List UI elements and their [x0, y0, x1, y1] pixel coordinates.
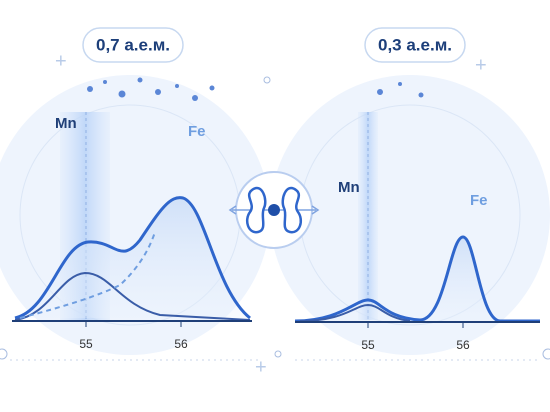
left-panel: 0,7 а.е.м. Mn Fe 55 56 [12, 27, 252, 351]
tick-label: 55 [361, 338, 375, 352]
svg-text:+: + [475, 54, 487, 76]
tick-label: 55 [79, 337, 93, 351]
peak-label: Mn [55, 115, 77, 132]
peak-label: Mn [338, 179, 360, 196]
mass-label: 0,3 а.е.м. [378, 35, 452, 54]
mass-label: 0,7 а.е.м. [96, 35, 170, 54]
right-panel: 0,3 а.е.м. Mn Fe 55 56 [294, 27, 540, 352]
tick-label: 56 [456, 338, 470, 352]
center-icon [228, 171, 320, 249]
svg-text:+: + [55, 50, 67, 72]
peak-label: Fe [188, 123, 206, 140]
svg-text:+: + [255, 356, 267, 378]
peak-label: Fe [470, 192, 488, 209]
tick-label: 56 [174, 337, 188, 351]
